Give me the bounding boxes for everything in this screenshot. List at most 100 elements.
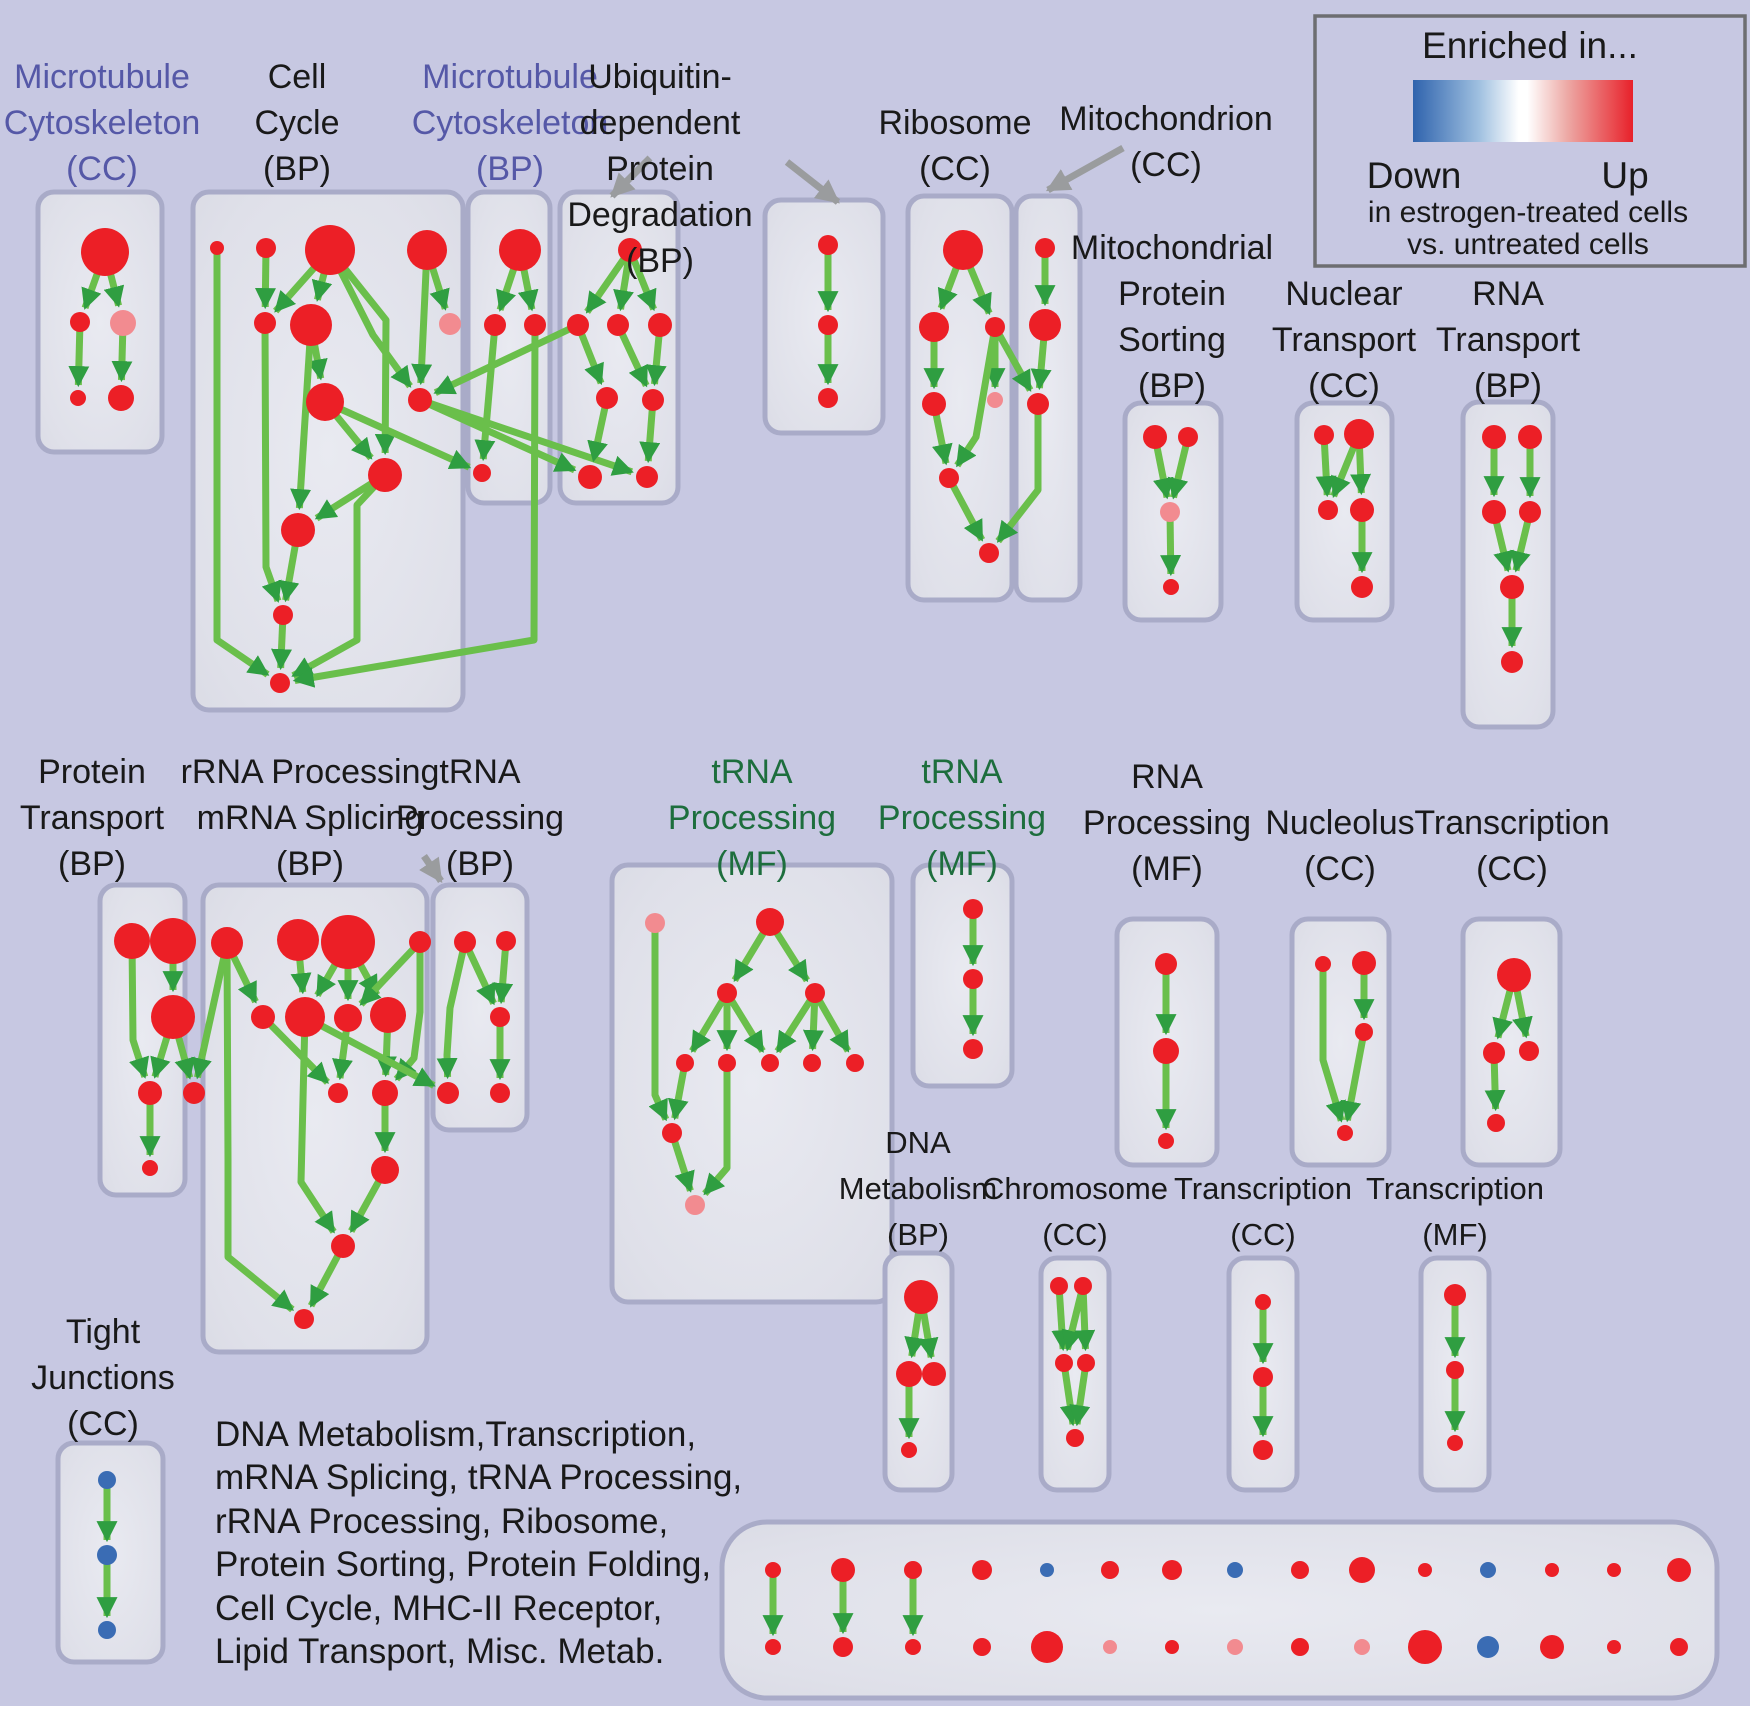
go-term-node-nt-2 <box>1318 500 1338 520</box>
go-term-node-tm1-3 <box>805 983 825 1003</box>
go-term-node-chr-2 <box>1055 1354 1073 1372</box>
go-term-node-tm1-4 <box>676 1054 694 1072</box>
go-term-node-rt-0 <box>1482 425 1506 449</box>
go-term-node-tm1-2 <box>717 983 737 1003</box>
go-term-node-rt-5 <box>1501 651 1523 673</box>
go-term-node-rpm-0 <box>1155 953 1177 975</box>
cluster-label-pt: Protein Transport (BP) <box>20 753 165 883</box>
go-term-node-ub-1 <box>567 314 589 336</box>
legend-title: Enriched in... <box>1422 25 1638 66</box>
go-term-node-cc-10 <box>281 513 315 547</box>
go-term-node-mtbp-3 <box>473 464 491 482</box>
go-term-node-cc-6 <box>439 313 461 335</box>
go-term-node-ub2-2 <box>818 388 838 408</box>
misc-line-1: DNA Metabolism,Transcription, <box>215 1415 696 1454</box>
go-term-node-ub-6 <box>578 465 602 489</box>
edge-arrow <box>261 322 282 603</box>
edge-arrow <box>689 991 731 1053</box>
edge-arrow <box>411 249 433 386</box>
edge-arrow <box>995 404 1042 544</box>
go-term-node-rpm-1 <box>1153 1038 1179 1064</box>
edge-arrow <box>1319 964 1346 1123</box>
go-term-node-tm1-10 <box>685 1195 705 1215</box>
go-term-node-chr-4 <box>1066 1429 1084 1447</box>
edge-arrow <box>991 325 1034 392</box>
go-term-node-mtcc-4 <box>108 385 134 411</box>
edge-arrow <box>1069 1362 1091 1427</box>
go-term-node-mtcc-1 <box>70 312 90 332</box>
cluster-label-rr: rRNA Processing mRNA Splicing (BP) <box>181 753 440 883</box>
edge-arrow <box>358 939 423 1007</box>
go-term-node-bb-25 <box>1408 1630 1442 1664</box>
go-term-node-rpm-2 <box>1158 1133 1174 1149</box>
go-term-node-bb-22 <box>1227 1639 1243 1655</box>
cluster-label-tm2: tRNA Processing (MF) <box>878 753 1046 883</box>
edge-arrow <box>213 248 270 678</box>
cluster-label-mtcc: Microtubule Cytoskeleton (CC) <box>4 58 201 188</box>
go-term-node-tm1-0 <box>645 913 665 933</box>
edge-arrow <box>1315 434 1337 498</box>
legend-up-label: Up <box>1601 155 1648 196</box>
go-term-node-tm1-8 <box>846 1054 864 1072</box>
go-term-node-dm-2 <box>922 1362 946 1386</box>
go-term-node-rr-9 <box>372 1080 398 1106</box>
edge-arrow <box>668 1131 695 1193</box>
go-term-node-tc2-2 <box>1253 1440 1273 1460</box>
go-term-node-nuc-2 <box>1355 1023 1373 1041</box>
go-term-node-bb-8 <box>1291 1561 1309 1579</box>
edge-arrow <box>260 1014 330 1085</box>
go-term-node-mtbp-2 <box>524 314 546 336</box>
edge-arrow <box>128 940 150 1079</box>
go-term-node-tj-0 <box>98 1471 116 1489</box>
go-term-node-bb-29 <box>1670 1638 1688 1656</box>
cluster-box-pt <box>97 882 188 1198</box>
label-annotation-arrow <box>419 854 444 883</box>
go-term-node-rib-3 <box>922 392 946 416</box>
go-term-node-rib-4 <box>987 392 1003 408</box>
go-term-node-rr-1 <box>277 919 319 961</box>
go-term-node-cc-11 <box>273 605 293 625</box>
go-term-node-bb-2 <box>904 1561 922 1579</box>
go-term-node-ub-7 <box>636 466 658 488</box>
go-term-node-bb-26 <box>1477 1636 1499 1658</box>
edge-arrow <box>461 940 497 1006</box>
cluster-label-tc2: Transcription (CC) <box>1174 1171 1352 1252</box>
go-term-node-bb-16 <box>833 1637 853 1657</box>
go-term-node-bb-18 <box>973 1638 991 1656</box>
go-term-node-mito-2 <box>1027 393 1049 415</box>
go-term-node-chr-3 <box>1077 1354 1095 1372</box>
go-term-node-cc-2 <box>305 225 355 275</box>
go-term-node-rt-2 <box>1482 500 1506 524</box>
go-term-node-bb-23 <box>1291 1638 1309 1656</box>
misc-line-4: Protein Sorting, Protein Folding, <box>215 1545 711 1584</box>
label-annotation-arrow <box>784 159 841 205</box>
go-term-node-rr-2 <box>321 915 375 969</box>
edge-arrow <box>954 326 999 468</box>
edge-arrow <box>724 991 766 1053</box>
go-term-node-rib-5 <box>939 468 959 488</box>
go-term-node-bb-17 <box>905 1639 921 1655</box>
go-term-node-tc1-2 <box>1519 1041 1539 1061</box>
cluster-label-ub: Ubiquitin-dependent Protein Degradation (BP… <box>567 58 752 280</box>
go-term-node-bb-24 <box>1354 1639 1370 1655</box>
misc-line-6: Lipid Transport, Misc. Metab. <box>215 1632 664 1671</box>
go-term-node-bb-5 <box>1101 1561 1119 1579</box>
go-term-node-tm1-9 <box>662 1123 682 1143</box>
go-term-node-pt-2 <box>151 995 195 1039</box>
edge-arrow <box>326 248 413 389</box>
edge-arrow <box>223 942 295 1313</box>
edge-arrow <box>1051 1285 1073 1352</box>
go-term-node-bb-15 <box>765 1639 781 1655</box>
go-term-node-nuc-0 <box>1315 956 1331 972</box>
go-term-node-pt-3 <box>138 1081 162 1105</box>
edge-arrow <box>433 321 580 396</box>
go-term-node-mito-0 <box>1035 238 1055 258</box>
go-term-node-rr-12 <box>294 1309 314 1329</box>
go-term-node-bb-21 <box>1165 1640 1179 1654</box>
go-term-node-rt-4 <box>1500 575 1524 599</box>
go-term-node-rib-2 <box>985 317 1005 337</box>
cluster-label-tb: tRNA Processing (BP) <box>396 753 564 883</box>
edge-arrow <box>68 321 90 388</box>
go-term-node-rr-7 <box>370 997 406 1033</box>
